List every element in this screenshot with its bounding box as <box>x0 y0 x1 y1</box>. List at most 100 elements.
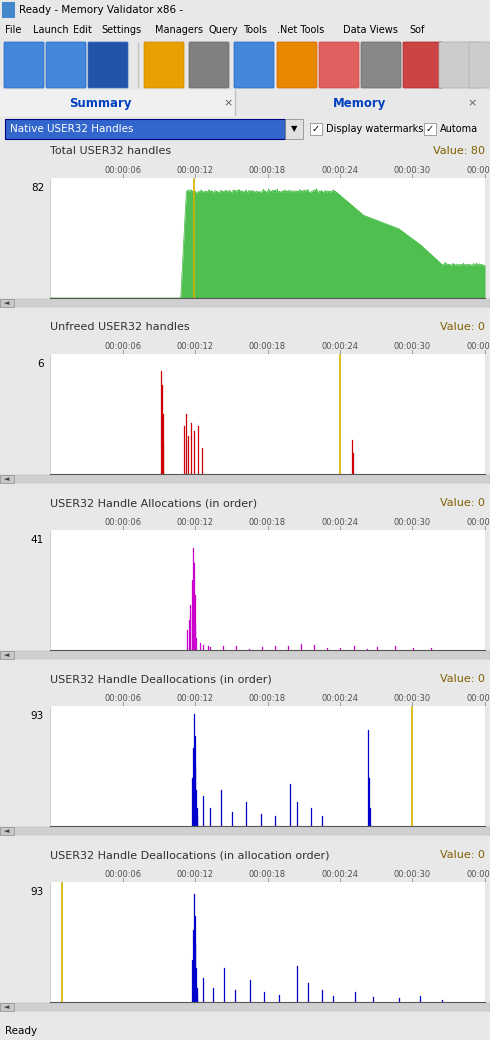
Text: ◄: ◄ <box>4 652 10 658</box>
Text: ◄: ◄ <box>4 300 10 306</box>
Text: Data Views: Data Views <box>343 25 398 35</box>
FancyBboxPatch shape <box>277 42 317 88</box>
Text: File: File <box>5 25 21 35</box>
FancyBboxPatch shape <box>403 42 443 88</box>
Text: Value: 80: Value: 80 <box>433 146 485 156</box>
Text: 00:00:36: 00:00:36 <box>466 518 490 527</box>
Text: 00:00:36: 00:00:36 <box>466 870 490 879</box>
FancyBboxPatch shape <box>234 42 274 88</box>
Text: Display watermarks: Display watermarks <box>326 124 423 134</box>
Text: Ready - Memory Validator x86 -: Ready - Memory Validator x86 - <box>19 5 183 15</box>
Text: .Net Tools: .Net Tools <box>277 25 324 35</box>
Text: 6: 6 <box>37 359 44 369</box>
Text: Value: 0: Value: 0 <box>440 322 485 332</box>
Text: 82: 82 <box>31 183 44 192</box>
Text: ×: × <box>467 98 477 108</box>
Text: 00:00:24: 00:00:24 <box>321 695 359 703</box>
Text: 00:00:06: 00:00:06 <box>104 342 141 352</box>
Bar <box>0 1003 14 1011</box>
Text: 00:00:18: 00:00:18 <box>249 518 286 527</box>
FancyBboxPatch shape <box>4 42 44 88</box>
Text: Native USER32 Handles: Native USER32 Handles <box>10 124 133 134</box>
Text: ◄: ◄ <box>4 1004 10 1010</box>
Text: Settings: Settings <box>101 25 142 35</box>
FancyBboxPatch shape <box>361 42 401 88</box>
FancyBboxPatch shape <box>144 42 184 88</box>
Text: 00:00:24: 00:00:24 <box>321 166 359 176</box>
Bar <box>0 475 490 483</box>
Bar <box>0 651 14 659</box>
Bar <box>0 1003 490 1011</box>
Text: 00:00:18: 00:00:18 <box>249 695 286 703</box>
Text: 00:00:30: 00:00:30 <box>394 518 431 527</box>
Bar <box>0 827 14 835</box>
Text: 00:00:36: 00:00:36 <box>466 695 490 703</box>
Text: Unfreed USER32 handles: Unfreed USER32 handles <box>50 322 190 332</box>
Text: 00:00:06: 00:00:06 <box>104 166 141 176</box>
Text: Value: 0: Value: 0 <box>440 498 485 508</box>
Text: 00:00:30: 00:00:30 <box>394 166 431 176</box>
FancyBboxPatch shape <box>469 42 490 88</box>
Text: 00:00:30: 00:00:30 <box>394 870 431 879</box>
Text: Memory: Memory <box>333 97 387 109</box>
FancyBboxPatch shape <box>88 42 128 88</box>
Text: 00:00:18: 00:00:18 <box>249 342 286 352</box>
FancyBboxPatch shape <box>319 42 359 88</box>
Bar <box>0 300 490 307</box>
Text: Launch: Launch <box>33 25 69 35</box>
Text: Value: 0: Value: 0 <box>440 850 485 860</box>
Text: 00:00:12: 00:00:12 <box>176 342 213 352</box>
Bar <box>285 119 303 139</box>
FancyBboxPatch shape <box>46 42 86 88</box>
Text: 00:00:06: 00:00:06 <box>104 518 141 527</box>
FancyBboxPatch shape <box>189 42 229 88</box>
Text: 00:00:24: 00:00:24 <box>321 342 359 352</box>
Text: ✓: ✓ <box>426 124 434 134</box>
Text: Query: Query <box>208 25 238 35</box>
Text: Ready: Ready <box>5 1026 37 1036</box>
Text: 00:00:12: 00:00:12 <box>176 166 213 176</box>
Text: 00:00:36: 00:00:36 <box>466 166 490 176</box>
Text: Automa: Automa <box>440 124 478 134</box>
FancyBboxPatch shape <box>439 42 479 88</box>
Text: Total USER32 handles: Total USER32 handles <box>50 146 171 156</box>
Text: ◄: ◄ <box>4 828 10 834</box>
Bar <box>0 475 14 483</box>
Text: 93: 93 <box>31 887 44 896</box>
Bar <box>0 827 490 835</box>
Bar <box>0 90 235 116</box>
Bar <box>2 2 15 18</box>
Text: USER32 Handle Allocations (in order): USER32 Handle Allocations (in order) <box>50 498 257 508</box>
Bar <box>0 651 490 659</box>
Text: Edit: Edit <box>74 25 93 35</box>
Text: 93: 93 <box>31 710 44 721</box>
Text: USER32 Handle Deallocations (in allocation order): USER32 Handle Deallocations (in allocati… <box>50 850 329 860</box>
Text: Summary: Summary <box>69 97 131 109</box>
Text: ×: × <box>223 98 233 108</box>
Text: Value: 0: Value: 0 <box>440 674 485 684</box>
Text: ✓: ✓ <box>312 124 320 134</box>
Text: 00:00:30: 00:00:30 <box>394 695 431 703</box>
Text: 00:00:12: 00:00:12 <box>176 870 213 879</box>
Text: 00:00:30: 00:00:30 <box>394 342 431 352</box>
Text: Sof: Sof <box>409 25 424 35</box>
Text: Managers: Managers <box>155 25 203 35</box>
Text: 00:00:18: 00:00:18 <box>249 870 286 879</box>
Text: ▼: ▼ <box>291 125 297 133</box>
Text: 00:00:12: 00:00:12 <box>176 695 213 703</box>
Text: 00:00:24: 00:00:24 <box>321 870 359 879</box>
Text: 41: 41 <box>31 535 44 545</box>
Bar <box>310 123 322 135</box>
Bar <box>424 123 436 135</box>
Text: 00:00:12: 00:00:12 <box>176 518 213 527</box>
Text: ◄: ◄ <box>4 476 10 482</box>
Bar <box>0 300 14 307</box>
Bar <box>5 119 285 139</box>
Text: USER32 Handle Deallocations (in order): USER32 Handle Deallocations (in order) <box>50 674 272 684</box>
Text: 00:00:24: 00:00:24 <box>321 518 359 527</box>
Text: 00:00:36: 00:00:36 <box>466 342 490 352</box>
Text: 00:00:06: 00:00:06 <box>104 870 141 879</box>
Text: 00:00:06: 00:00:06 <box>104 695 141 703</box>
Text: Tools: Tools <box>243 25 267 35</box>
Text: 00:00:18: 00:00:18 <box>249 166 286 176</box>
